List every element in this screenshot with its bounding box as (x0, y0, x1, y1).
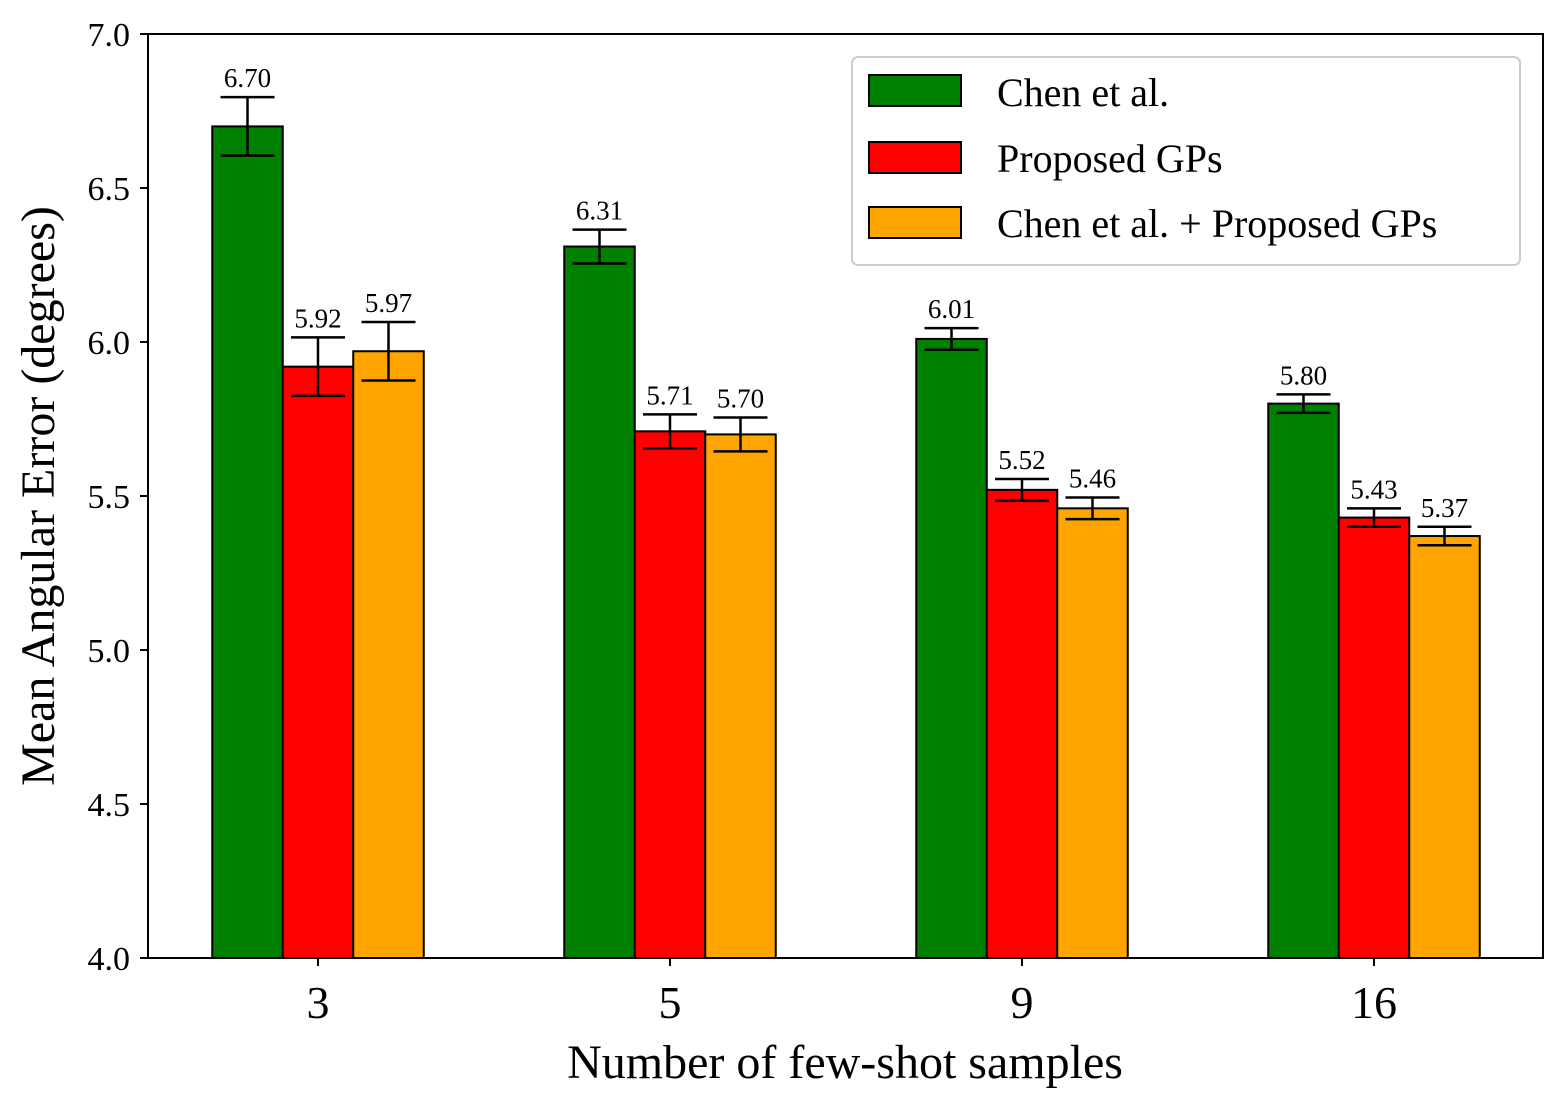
bar-s1-c3 (1337, 516, 1411, 959)
x-tick-label-3: 16 (1351, 977, 1397, 1028)
bar-s2-c0 (352, 350, 425, 959)
bar-s2-c2 (1056, 507, 1129, 959)
x-tick-label-1: 5 (659, 977, 682, 1028)
bar-s1-c1 (633, 430, 707, 959)
y-tick-label-2: 5.0 (88, 633, 131, 670)
bar-s0-c3 (1267, 402, 1340, 960)
data-label-s2-c3: 5.37 (1421, 493, 1468, 523)
legend: Chen et al. Proposed GPs Chen et al. + P… (851, 56, 1521, 266)
legend-label-proposed: Proposed GPs (997, 136, 1223, 181)
data-label-s1-c0: 5.92 (294, 303, 341, 333)
legend-swatch-combined (868, 206, 962, 239)
y-tick-label-3: 5.5 (88, 479, 131, 516)
bar-s0-c0 (211, 125, 284, 959)
x-tick-label-0: 3 (307, 977, 330, 1028)
bar-s2-c3 (1408, 535, 1481, 959)
data-label-s0-c0: 6.70 (224, 63, 271, 93)
bar-s0-c2 (915, 337, 988, 960)
y-axis: 4.0 4.5 5.0 5.5 6.0 6.5 7.0 (88, 17, 148, 978)
bar-s1-c0 (281, 365, 355, 959)
y-tick-label-5: 6.5 (88, 171, 131, 208)
legend-label-chen: Chen et al. (997, 70, 1169, 115)
x-tick-label-2: 9 (1011, 977, 1034, 1028)
data-label-s2-c0: 5.97 (365, 288, 412, 318)
data-labels-layer: 6.70 6.31 6.01 5.80 5.92 5.71 5.52 5.43 5.97 5.70… (224, 63, 1468, 523)
legend-box (851, 56, 1521, 266)
data-label-s1-c3: 5.43 (1350, 474, 1397, 504)
bars-layer (211, 125, 1481, 960)
y-tick-label-6: 7.0 (88, 17, 131, 54)
data-label-s0-c2: 6.01 (928, 294, 975, 324)
error-bars-layer (220, 95, 1472, 547)
data-label-s1-c2: 5.52 (998, 445, 1045, 475)
data-label-s0-c3: 5.80 (1280, 360, 1327, 390)
legend-swatch-proposed (868, 141, 962, 174)
y-tick-label-1: 4.5 (88, 787, 131, 824)
x-axis: 3 5 9 16 (307, 958, 1397, 1028)
data-label-s2-c2: 5.46 (1069, 464, 1116, 494)
legend-swatch-chen (868, 74, 962, 107)
data-label-s2-c1: 5.70 (717, 383, 764, 413)
data-label-s0-c1: 6.31 (576, 196, 623, 226)
bar-s1-c2 (985, 488, 1059, 959)
bar-s0-c1 (563, 245, 636, 959)
y-tick-label-0: 4.0 (88, 941, 131, 978)
bar-s2-c1 (704, 433, 777, 959)
y-axis-title: Mean Angular Error (degrees) (12, 206, 65, 786)
legend-label-combined: Chen et al. + Proposed GPs (997, 201, 1437, 246)
x-axis-title: Number of few-shot samples (567, 1036, 1123, 1089)
data-label-s1-c1: 5.71 (646, 380, 693, 410)
y-tick-label-4: 6.0 (88, 325, 131, 362)
